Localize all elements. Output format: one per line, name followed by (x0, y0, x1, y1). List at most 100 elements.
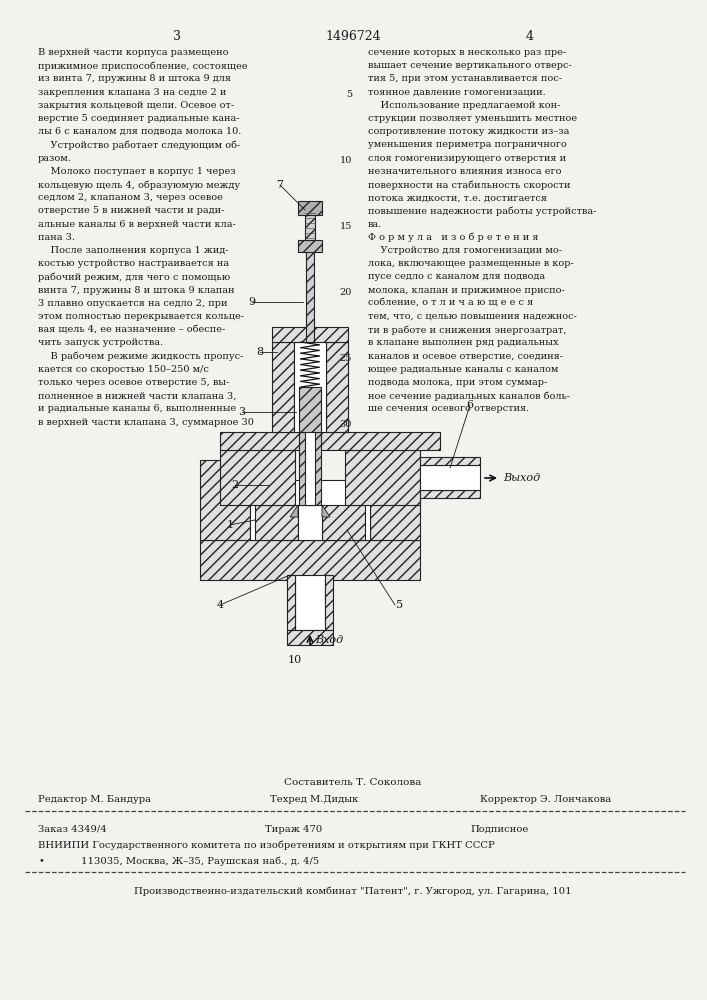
Bar (298, 240, 322, 252)
Text: После заполнения корпуса 1 жид-: После заполнения корпуса 1 жид- (38, 246, 228, 255)
Bar (272, 327, 348, 342)
Bar (200, 540, 420, 580)
Text: седлом 2, клапаном 3, через осевое: седлом 2, клапаном 3, через осевое (38, 193, 223, 202)
Text: винта 7, пружины 8 и штока 9 клапан: винта 7, пружины 8 и штока 9 клапан (38, 286, 235, 295)
Text: 30: 30 (339, 420, 352, 429)
Bar (295, 575, 325, 630)
Text: 4: 4 (216, 600, 223, 610)
Text: Устройство работает следующим об-: Устройство работает следующим об- (38, 140, 240, 150)
Text: 5: 5 (397, 600, 404, 610)
Text: •: • (38, 856, 44, 865)
Bar (255, 505, 298, 540)
Text: Заказ 4349/4: Заказ 4349/4 (38, 825, 107, 834)
Text: закрепления клапана 3 на седле 2 и: закрепления клапана 3 на седле 2 и (38, 88, 226, 97)
Text: ВНИИПИ Государственного комитета по изобретениям и открытиям при ГКНТ СССР: ВНИИПИ Государственного комитета по изоб… (38, 841, 495, 850)
Text: 10: 10 (288, 655, 302, 665)
Text: Вход: Вход (315, 635, 343, 645)
Text: 1496724: 1496724 (325, 30, 381, 43)
Text: 15: 15 (339, 222, 352, 231)
Text: Ф о р м у л а   и з о б р е т е н и я: Ф о р м у л а и з о б р е т е н и я (368, 233, 539, 242)
Text: лы 6 с каналом для подвода молока 10.: лы 6 с каналом для подвода молока 10. (38, 127, 241, 136)
Bar (250, 480, 370, 540)
Text: этом полностью перекрывается кольце-: этом полностью перекрывается кольце- (38, 312, 244, 321)
Text: каналов и осевое отверстие, соединя-: каналов и осевое отверстие, соединя- (368, 352, 563, 361)
Text: Редактор М. Бандура: Редактор М. Бандура (38, 795, 151, 804)
Text: Молоко поступает в корпус 1 через: Молоко поступает в корпус 1 через (38, 167, 235, 176)
Bar (420, 465, 480, 490)
Text: ющее радиальные каналы с каналом: ющее радиальные каналы с каналом (368, 365, 559, 374)
Text: пусе седло с каналом для подвода: пусе седло с каналом для подвода (368, 272, 545, 281)
Text: Выход: Выход (503, 473, 540, 483)
Text: и радиальные каналы 6, выполненные: и радиальные каналы 6, выполненные (38, 404, 236, 413)
Text: В верхней части корпуса размещено: В верхней части корпуса размещено (38, 48, 228, 57)
Text: Техред М.Дидык: Техред М.Дидык (270, 795, 358, 804)
Text: лока, включающее размещенные в кор-: лока, включающее размещенные в кор- (368, 259, 574, 268)
Text: 1: 1 (226, 520, 233, 530)
Text: кольцевую щель 4, образуюмую между: кольцевую щель 4, образуюмую между (38, 180, 240, 190)
Text: 6: 6 (467, 400, 474, 410)
Bar (322, 505, 365, 540)
Polygon shape (322, 505, 330, 517)
Text: 3: 3 (173, 30, 181, 43)
Bar (326, 342, 348, 432)
Text: потока жидкости, т.е. достигается: потока жидкости, т.е. достигается (368, 193, 547, 202)
Text: сопротивление потоку жидкости из–за: сопротивление потоку жидкости из–за (368, 127, 569, 136)
Text: 113035, Москва, Ж–35, Раушская наб., д. 4/5: 113035, Москва, Ж–35, Раушская наб., д. … (81, 856, 319, 865)
Text: в верхней части клапана 3, суммарное 30: в верхней части клапана 3, суммарное 30 (38, 418, 254, 427)
Text: поверхности на стабильность скорости: поверхности на стабильность скорости (368, 180, 571, 190)
Text: Использование предлагаемой кон-: Использование предлагаемой кон- (368, 101, 561, 110)
Text: Устройство для гомогенизации мо-: Устройство для гомогенизации мо- (368, 246, 562, 255)
Text: пана 3.: пана 3. (38, 233, 75, 242)
Bar (420, 457, 480, 465)
Bar (305, 387, 315, 505)
Text: 25: 25 (339, 354, 352, 363)
Text: собление, о т л и ч а ю щ е е с я: собление, о т л и ч а ю щ е е с я (368, 299, 533, 308)
Text: тоянное давление гомогенизации.: тоянное давление гомогенизации. (368, 88, 546, 97)
Text: 2: 2 (231, 480, 238, 490)
Text: альные каналы 6 в верхней части кла-: альные каналы 6 в верхней части кла- (38, 220, 235, 229)
Bar (298, 505, 322, 540)
Bar (299, 432, 321, 505)
Text: струкции позволяет уменьшить местное: струкции позволяет уменьшить местное (368, 114, 577, 123)
Text: 20: 20 (339, 288, 352, 297)
Text: уменьшения периметра пограничного: уменьшения периметра пограничного (368, 140, 567, 149)
Text: вая щель 4, ее назначение – обеспе-: вая щель 4, ее назначение – обеспе- (38, 325, 226, 334)
Text: только через осевое отверстие 5, вы-: только через осевое отверстие 5, вы- (38, 378, 229, 387)
Text: сечение которых в несколько раз пре-: сечение которых в несколько раз пре- (368, 48, 566, 57)
Bar (220, 432, 440, 450)
Text: в клапане выполнен ряд радиальных: в клапане выполнен ряд радиальных (368, 338, 559, 347)
Text: из винта 7, пружины 8 и штока 9 для: из винта 7, пружины 8 и штока 9 для (38, 74, 231, 83)
Bar (298, 201, 322, 215)
Text: 10: 10 (339, 156, 352, 165)
Text: Тираж 470: Тираж 470 (265, 825, 322, 834)
Bar (306, 252, 314, 342)
Polygon shape (290, 505, 298, 517)
Text: отверстие 5 в нижней части и ради-: отверстие 5 в нижней части и ради- (38, 206, 224, 215)
Text: Составитель Т. Соколова: Составитель Т. Соколова (284, 778, 421, 787)
Text: 7: 7 (276, 180, 284, 190)
Text: Производственно-издательский комбинат "Патент", г. Ужгород, ул. Гагарина, 101: Производственно-издательский комбинат "П… (134, 886, 572, 896)
Text: полненное в нижней части клапана 3,: полненное в нижней части клапана 3, (38, 391, 236, 400)
Text: В рабочем режиме жидкость пропус-: В рабочем режиме жидкость пропус- (38, 352, 243, 361)
Bar (305, 205, 315, 240)
Text: 3: 3 (238, 407, 245, 417)
Text: ше сечения осевого отверстия.: ше сечения осевого отверстия. (368, 404, 530, 413)
Text: ти в работе и снижения энергозатрат,: ти в работе и снижения энергозатрат, (368, 325, 566, 335)
Text: костью устройство настраивается на: костью устройство настраивается на (38, 259, 229, 268)
Text: 5: 5 (346, 90, 352, 99)
Text: 4: 4 (526, 30, 534, 43)
Text: верстие 5 соединяет радиальные кана-: верстие 5 соединяет радиальные кана- (38, 114, 240, 123)
Text: слоя гомогенизирующего отверстия и: слоя гомогенизирующего отверстия и (368, 154, 566, 163)
Text: Корректор Э. Лончакова: Корректор Э. Лончакова (480, 795, 612, 804)
Text: ное сечение радиальных каналов боль-: ное сечение радиальных каналов боль- (368, 391, 570, 401)
Bar (294, 342, 326, 432)
Text: закрытия кольцевой щели. Осевое от-: закрытия кольцевой щели. Осевое от- (38, 101, 234, 110)
Text: тия 5, при этом устанавливается пос-: тия 5, при этом устанавливается пос- (368, 74, 562, 83)
Text: незначительного влияния износа его: незначительного влияния износа его (368, 167, 561, 176)
Bar (272, 342, 294, 432)
Text: 9: 9 (248, 297, 255, 307)
Text: повышение надежности работы устройства-: повышение надежности работы устройства- (368, 206, 597, 216)
Text: тем, что, с целью повышения надежнос-: тем, что, с целью повышения надежнос- (368, 312, 577, 321)
Text: прижимное приспособление, состоящее: прижимное приспособление, состоящее (38, 61, 247, 71)
Bar (325, 575, 333, 630)
